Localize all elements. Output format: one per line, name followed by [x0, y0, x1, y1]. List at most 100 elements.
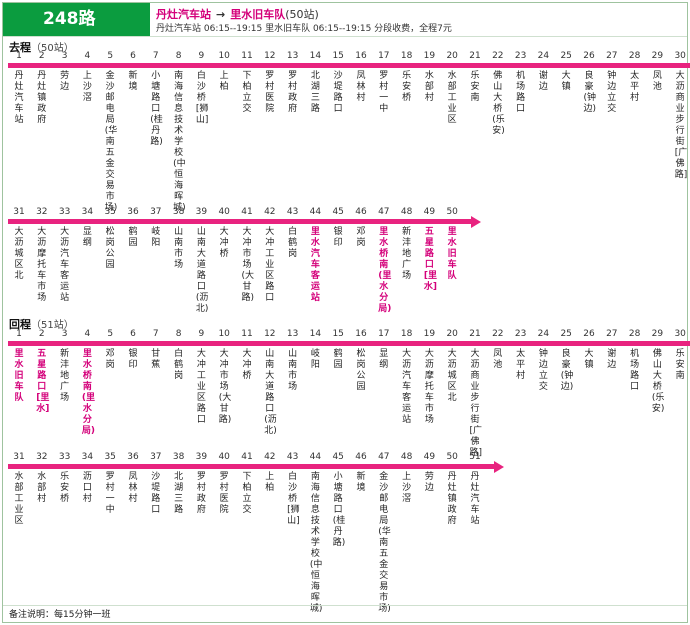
inbound-stop-name[interactable]: 大冲市场(大甘路)	[218, 349, 232, 425]
outbound-stop-name[interactable]: 钟边立交	[607, 71, 617, 114]
outbound-stop-name[interactable]: 大镇	[561, 71, 571, 92]
inbound-stop-name[interactable]: 鹤园	[333, 349, 343, 370]
inbound-stop-name[interactable]: 劳边	[424, 472, 434, 493]
inbound-stop-name[interactable]: 北湖三路	[174, 472, 184, 515]
outbound-stop-name[interactable]: 罗村医院	[265, 71, 275, 114]
inbound-stop-name[interactable]: 银印	[128, 349, 138, 370]
outbound-stop-name[interactable]: 邓岗	[356, 227, 366, 248]
outbound-stop-name[interactable]: 南海信息技术学校(中恒海晖城)	[173, 71, 186, 213]
outbound-stop-name[interactable]: 大冲工业区路口	[265, 227, 275, 303]
outbound-stop-name[interactable]: 大冲桥	[219, 227, 229, 259]
inbound-stop-name[interactable]: 五星路口[里水]	[36, 349, 50, 414]
outbound-stop-name[interactable]: 金沙邮电局(华南五金交易市场)	[104, 71, 118, 213]
outbound-stop-name[interactable]: 凤林村	[356, 71, 366, 103]
outbound-stop-name[interactable]: 里水旧车队	[447, 227, 457, 281]
outbound-stop-name[interactable]: 山南市场	[174, 227, 184, 270]
outbound-stop-name[interactable]: 大沥商业步行街[广佛路]	[674, 71, 688, 180]
inbound-stop-name[interactable]: 谢边	[607, 349, 617, 370]
outbound-stop-name[interactable]: 新沣地广场	[402, 227, 412, 281]
outbound-stop-name[interactable]: 上沙滘	[82, 71, 92, 103]
inbound-stop-name[interactable]: 邓岗	[105, 349, 115, 370]
inbound-stop-name[interactable]: 显纲	[379, 349, 389, 370]
inbound-stop-name[interactable]: 太平村	[516, 349, 526, 381]
outbound-stop-name[interactable]: 机场路口	[516, 71, 526, 114]
inbound-stop-name[interactable]: 山南市场	[288, 349, 298, 392]
inbound-stop-name[interactable]: 新沣地广场	[60, 349, 70, 403]
inbound-stop-name[interactable]: 沥口村	[82, 472, 92, 504]
inbound-stop-name[interactable]: 凤池	[493, 349, 503, 370]
outbound-stop-name[interactable]: 罗村政府	[288, 71, 298, 114]
inbound-stop-name[interactable]: 丹灶汽车站	[470, 472, 480, 526]
outbound-stop-name[interactable]: 凤池	[652, 71, 662, 92]
inbound-stop-name[interactable]: 松岗公园	[356, 349, 366, 392]
outbound-stop-name[interactable]: 水部工业区	[447, 71, 457, 125]
outbound-stop-name[interactable]: 里水汽车客运站	[310, 227, 320, 303]
inbound-stop-name[interactable]: 佛山大桥(乐安)	[651, 349, 665, 414]
outbound-stop-name[interactable]: 下柏立交	[242, 71, 252, 114]
inbound-stop-name[interactable]: 新境	[356, 472, 366, 493]
outbound-stop-name[interactable]: 松岗公园	[105, 227, 115, 270]
inbound-stop-name[interactable]: 里水桥南(里水分局)	[81, 349, 96, 436]
outbound-stop-name[interactable]: 罗村一中	[379, 71, 389, 114]
inbound-stop-name[interactable]: 沙堤路口	[151, 472, 161, 515]
inbound-stop-name[interactable]: 钟边立交	[538, 349, 548, 392]
inbound-stop-name[interactable]: 大沥汽车客运站	[402, 349, 412, 425]
inbound-stop-name[interactable]: 小塘路口(桂丹路)	[332, 472, 346, 548]
outbound-stop-name[interactable]: 丹灶汽车站	[14, 71, 24, 125]
inbound-stop-name[interactable]: 大冲桥	[242, 349, 252, 381]
outbound-stop-name[interactable]: 乐安桥	[402, 71, 412, 103]
inbound-stop-name[interactable]: 丹灶镇政府	[447, 472, 457, 526]
inbound-stop-name[interactable]: 大冲工业区路口	[196, 349, 206, 425]
outbound-stop-name[interactable]: 上柏	[219, 71, 229, 92]
inbound-stop-name[interactable]: 里水旧车队	[14, 349, 24, 403]
outbound-stop-name[interactable]: 五星路口[里水]	[423, 227, 438, 292]
inbound-stop-name[interactable]: 水部工业区	[14, 472, 24, 526]
outbound-stop-name[interactable]: 显纲	[82, 227, 92, 248]
outbound-stop-name[interactable]: 水部村	[424, 71, 434, 103]
outbound-stop-name[interactable]: 乐安南	[470, 71, 480, 103]
inbound-stop-name[interactable]: 机场路口	[630, 349, 640, 392]
outbound-stop-name[interactable]: 大沥城区北	[14, 227, 24, 281]
inbound-stop-name[interactable]: 水部村	[37, 472, 47, 504]
inbound-stop-name[interactable]: 乐安南	[675, 349, 685, 381]
inbound-stop-name[interactable]: 山南大道路口(沥北)	[264, 349, 277, 436]
outbound-stop-name[interactable]: 大沥汽车客运站	[60, 227, 70, 303]
outbound-stop-name[interactable]: 银印	[333, 227, 343, 248]
inbound-stop-name[interactable]: 大沥商业步行街[广佛路]	[469, 349, 483, 458]
inbound-stop-name[interactable]: 大沥摩托车市场	[424, 349, 434, 425]
outbound-stop-name[interactable]: 劳边	[60, 71, 70, 92]
outbound-stop-name[interactable]: 大沥摩托车市场	[37, 227, 47, 303]
inbound-stop-name[interactable]: 大镇	[584, 349, 594, 370]
outbound-stop-name[interactable]: 良豪(钟边)	[583, 71, 597, 114]
inbound-stop-name[interactable]: 大沥城区北	[447, 349, 457, 403]
inbound-stop-name[interactable]: 罗村一中	[105, 472, 115, 515]
inbound-stop-name[interactable]: 下柏立交	[242, 472, 252, 515]
inbound-stop-name[interactable]: 甘蕉	[151, 349, 161, 370]
outbound-stop-name[interactable]: 白鹤岗	[288, 227, 298, 259]
outbound-stop-name[interactable]: 新境	[128, 71, 138, 92]
outbound-stop-name[interactable]: 太平村	[630, 71, 640, 103]
outbound-stop-name[interactable]: 小塘路口(桂丹路)	[150, 71, 163, 147]
inbound-stop-name[interactable]: 罗村政府	[196, 472, 206, 515]
inbound-stop-name[interactable]: 上沙滘	[402, 472, 412, 504]
inbound-stop-name[interactable]: 乐安桥	[60, 472, 70, 504]
outbound-stop-name[interactable]: 沙堤路口	[333, 71, 343, 114]
inbound-stop-name[interactable]: 金沙邮电局(华南五金交易市场)	[378, 472, 391, 614]
inbound-stop-name[interactable]: 罗村医院	[219, 472, 229, 515]
outbound-stop-name[interactable]: 岐阳	[151, 227, 161, 248]
inbound-stop-name[interactable]: 凤林村	[128, 472, 138, 504]
outbound-stop-name[interactable]: 里水桥南(里水分局)	[378, 227, 392, 314]
inbound-stop-name[interactable]: 良豪(钟边)	[560, 349, 574, 392]
inbound-stop-name[interactable]: 岐阳	[310, 349, 320, 370]
outbound-stop-name[interactable]: 山南大道路口(沥北)	[195, 227, 209, 314]
outbound-stop-name[interactable]: 大冲市场(大甘路)	[241, 227, 255, 303]
inbound-stop-name[interactable]: 上柏	[265, 472, 275, 493]
inbound-stop-name[interactable]: 南海信息技术学校(中恒海晖城)	[309, 472, 323, 614]
inbound-stop-name[interactable]: 白沙桥[狮山]	[287, 472, 300, 526]
outbound-stop-name[interactable]: 白沙桥[狮山]	[195, 71, 209, 125]
inbound-stop-name[interactable]: 白鹤岗	[174, 349, 184, 381]
outbound-stop-name[interactable]: 丹灶镇政府	[37, 71, 47, 125]
outbound-stop-name[interactable]: 谢边	[538, 71, 548, 92]
outbound-stop-name[interactable]: 北湖三路	[310, 71, 320, 114]
outbound-stop-name[interactable]: 佛山大桥(乐安)	[492, 71, 505, 136]
